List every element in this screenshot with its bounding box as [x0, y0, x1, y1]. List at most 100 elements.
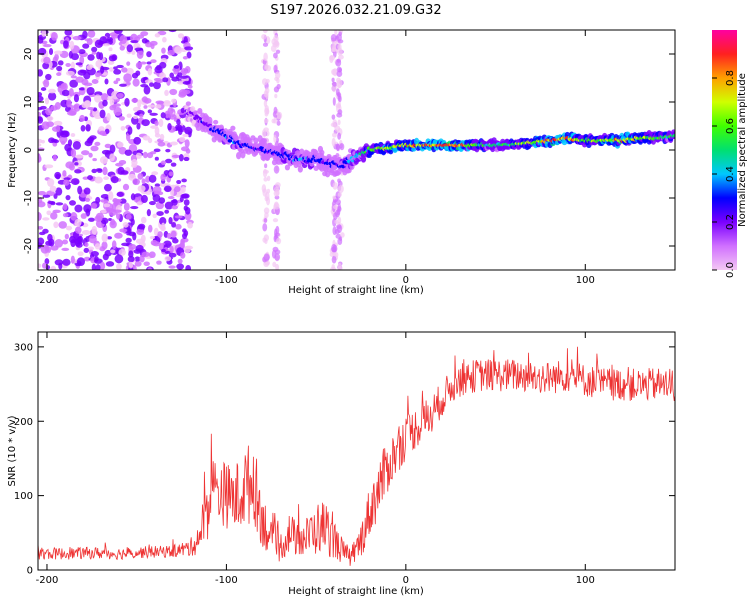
noise-blob: [177, 258, 183, 264]
noise-blob: [116, 92, 124, 99]
noise-blob: [181, 178, 187, 183]
noise-blob: [102, 43, 110, 47]
streak-blob: [331, 264, 335, 270]
ridge-halo: [253, 137, 259, 144]
noise-blob: [78, 49, 86, 55]
colorbar-tick-label: 0.0: [725, 262, 736, 278]
x-tick-label: 0: [403, 575, 409, 586]
noise-blob: [38, 95, 44, 102]
noise-blob: [183, 156, 190, 162]
streak-blob: [338, 54, 344, 60]
noise-blob: [132, 115, 139, 119]
ridge-halo: [284, 164, 291, 171]
snr-y-label: SNR (10 * v/v): [7, 415, 18, 486]
noise-blob: [180, 107, 185, 114]
noise-blob: [84, 197, 91, 202]
streak-blob: [276, 111, 283, 120]
streak-blob: [262, 168, 268, 178]
noise-blob: [182, 228, 187, 233]
noise-blob: [119, 228, 128, 233]
colorbar-ticks: 0.0 0.2 0.4 0.6 0.8: [712, 70, 736, 278]
streak-blob: [337, 119, 341, 126]
noise-blob: [80, 213, 87, 219]
ridge-halo: [197, 107, 203, 115]
noise-blob: [113, 69, 122, 75]
noise-blob: [62, 258, 71, 266]
noise-blob: [69, 79, 78, 88]
noise-blob: [56, 72, 62, 77]
noise-blob: [100, 93, 109, 102]
snr-panel: -200 -100 0 100 0 100 200 300 Height of straigh…: [7, 331, 676, 597]
noise-blob: [183, 245, 191, 254]
noise-blob: [163, 101, 172, 107]
noise-blob: [47, 92, 57, 101]
noise-blob: [116, 64, 124, 69]
spectrogram-marks: [38, 30, 675, 270]
noise-blob: [42, 217, 50, 221]
streak-blob: [262, 30, 268, 34]
noise-blob: [175, 124, 183, 131]
noise-blob: [161, 47, 166, 54]
noise-blob: [164, 185, 172, 193]
streak-blob: [331, 255, 337, 264]
noise-blob: [67, 110, 77, 116]
noise-blob: [81, 229, 91, 235]
noise-blob: [177, 33, 185, 39]
noise-blob: [50, 265, 57, 270]
noise-blob: [122, 221, 129, 228]
noise-blob: [160, 160, 167, 166]
noise-blob: [63, 177, 71, 181]
noise-blob: [161, 222, 166, 230]
streak-blob: [332, 132, 337, 138]
streak-blob: [337, 79, 343, 88]
noise-blob: [147, 137, 153, 144]
noise-blob: [59, 130, 69, 138]
noise-blob: [90, 251, 99, 257]
noise-blob: [114, 232, 123, 239]
noise-blob: [45, 121, 55, 128]
noise-blob: [118, 248, 126, 256]
noise-blob: [179, 240, 185, 249]
noise-blob: [140, 216, 147, 224]
noise-blob: [179, 75, 189, 79]
streak-blob: [337, 109, 343, 115]
noise-blob: [130, 205, 139, 210]
noise-blob: [64, 143, 72, 152]
streak-blob: [266, 109, 270, 115]
noise-blob: [131, 98, 139, 103]
noise-blob: [73, 94, 80, 103]
noise-blob: [159, 61, 167, 69]
noise-blob: [184, 46, 194, 51]
noise-blob: [168, 114, 177, 120]
noise-blob: [154, 120, 159, 126]
noise-blob: [72, 104, 79, 110]
noise-blob: [70, 61, 76, 70]
noise-blob: [147, 68, 153, 76]
noise-blob: [128, 250, 134, 258]
noise-blob: [167, 123, 172, 131]
noise-blob: [38, 263, 42, 269]
noise-blob: [123, 73, 132, 83]
noise-blob: [149, 112, 158, 116]
noise-blob: [181, 89, 191, 95]
noise-blob: [106, 112, 111, 122]
ridge-halo: [313, 150, 319, 156]
noise-blob: [149, 82, 155, 87]
ridge-core: [227, 139, 233, 143]
streak-blob: [334, 252, 339, 258]
noise-blob: [64, 233, 70, 240]
noise-blob: [48, 238, 55, 247]
noise-blob: [108, 47, 113, 52]
ridge-halo: [236, 151, 242, 160]
noise-blob: [162, 36, 167, 43]
noise-blob: [178, 136, 186, 143]
noise-blob: [150, 43, 155, 50]
noise-blob: [87, 246, 95, 251]
noise-blob: [85, 124, 91, 132]
noise-blob: [55, 125, 61, 133]
noise-blob: [171, 76, 179, 82]
ridge-halo: [325, 170, 331, 178]
streak-blob: [334, 219, 339, 224]
noise-blob: [61, 89, 70, 97]
